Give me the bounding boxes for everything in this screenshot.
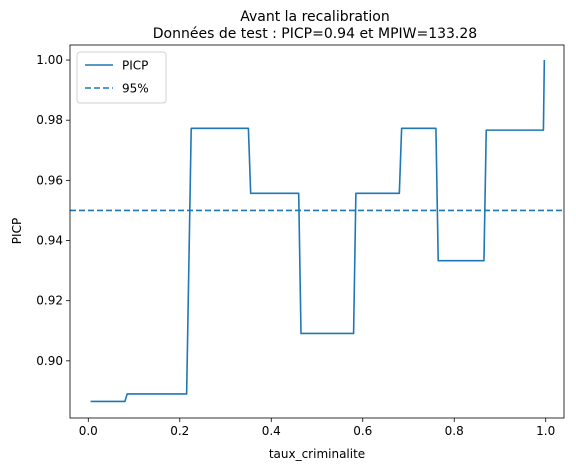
legend-label-95: 95% xyxy=(122,82,149,96)
x-tick-label: 0.8 xyxy=(445,424,464,438)
x-tick-label: 0.0 xyxy=(79,424,98,438)
y-tick-label: 0.90 xyxy=(36,354,63,368)
plot-lines xyxy=(70,60,564,403)
legend: PICP 95% xyxy=(76,51,167,104)
chart-title-group: Avant la recalibration Données de test :… xyxy=(153,9,477,42)
y-tick-label: 0.92 xyxy=(36,294,63,308)
plot-frame xyxy=(69,44,565,419)
y-tick-label: 0.96 xyxy=(36,173,63,187)
chart-subtitle: Données de test : PICP=0.94 et MPIW=133.… xyxy=(153,26,477,42)
y-tick-label: 0.98 xyxy=(36,113,63,127)
x-axis-ticks: 0.0 0.2 0.4 0.6 0.8 1.0 xyxy=(79,418,555,438)
x-tick-label: 0.2 xyxy=(170,424,189,438)
y-axis-label: PICP xyxy=(10,218,24,244)
x-tick-label: 0.6 xyxy=(353,424,372,438)
x-tick-label: 0.4 xyxy=(262,424,281,438)
y-tick-label: 1.00 xyxy=(36,53,63,67)
x-axis-label: taux_criminalite xyxy=(269,447,365,461)
legend-label-picp: PICP xyxy=(122,59,148,73)
x-tick-label: 1.0 xyxy=(536,424,555,438)
chart-title: Avant la recalibration xyxy=(240,9,390,25)
picp-line xyxy=(90,60,546,403)
y-tick-label: 0.94 xyxy=(36,234,63,248)
y-axis-ticks: 0.90 0.92 0.94 0.96 0.98 1.00 xyxy=(36,53,70,368)
